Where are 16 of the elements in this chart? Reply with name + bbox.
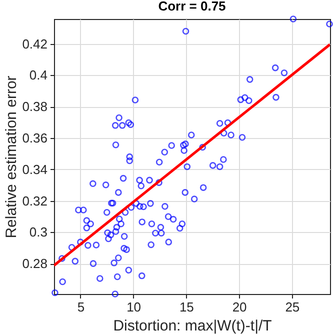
y-tick-label: 0.34 [22, 162, 48, 177]
y-tick-label: 0.36 [22, 130, 48, 146]
y-axis-title: Relative estimation error [3, 76, 20, 238]
x-axis-title: Distortion: max|W(t)-t|/T [113, 318, 272, 334]
x-tick-label: 20 [232, 300, 247, 314]
y-tick-label: 0.28 [22, 256, 48, 272]
y-tick-label: 0.4 [29, 68, 48, 83]
y-tick-label: 0.32 [22, 193, 48, 208]
y-tick-label: 0.42 [22, 36, 48, 52]
x-tick-label: 25 [285, 300, 300, 314]
x-tick-label: 10 [126, 300, 142, 314]
x-tick-label: 5 [77, 300, 85, 314]
x-tick-label: 15 [179, 300, 194, 314]
chart-title: Corr = 0.75 [158, 0, 226, 14]
y-tick-label: 0.38 [22, 99, 48, 114]
y-tick-label: 0.3 [29, 224, 48, 240]
